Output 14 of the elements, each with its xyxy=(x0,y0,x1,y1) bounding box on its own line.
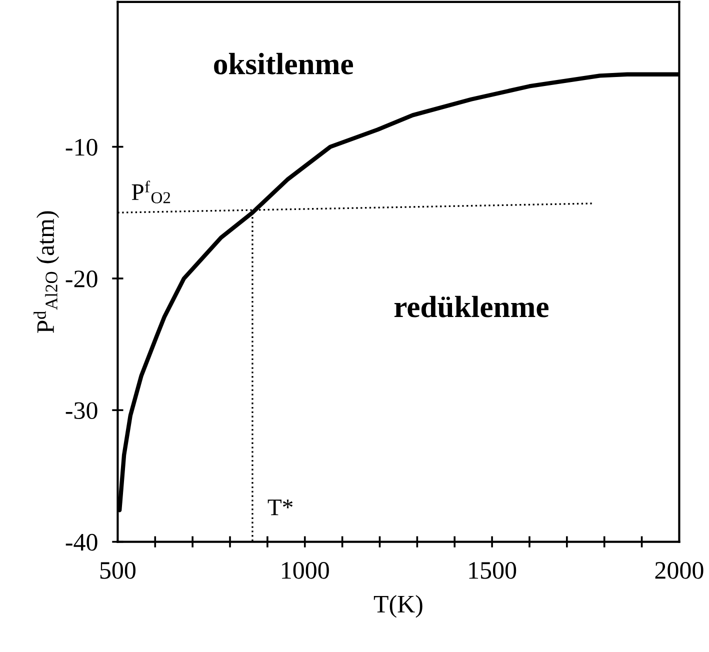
annotation: oksitlenme xyxy=(214,52,353,74)
x-tick-label: 2000 xyxy=(655,562,704,579)
y-tick-label: -10 xyxy=(66,138,98,156)
y-tick-label: -40 xyxy=(66,534,98,551)
y-tick-label: -30 xyxy=(66,402,98,420)
x-tick-label: 500 xyxy=(100,562,136,579)
x-tick-label: 1500 xyxy=(469,562,516,579)
x-axis-title: T(K) xyxy=(374,595,422,618)
y-axis-title: P$^{d}$$_{Al2O}$ (atm) xyxy=(34,211,60,333)
y-tick-label: -20 xyxy=(66,270,98,288)
x-tick-label: 1000 xyxy=(282,562,329,579)
annotation: redüklenme xyxy=(394,296,548,318)
annotation: T* xyxy=(268,500,293,516)
annotation: P$^{f}$$_{O2}$ xyxy=(132,180,170,204)
